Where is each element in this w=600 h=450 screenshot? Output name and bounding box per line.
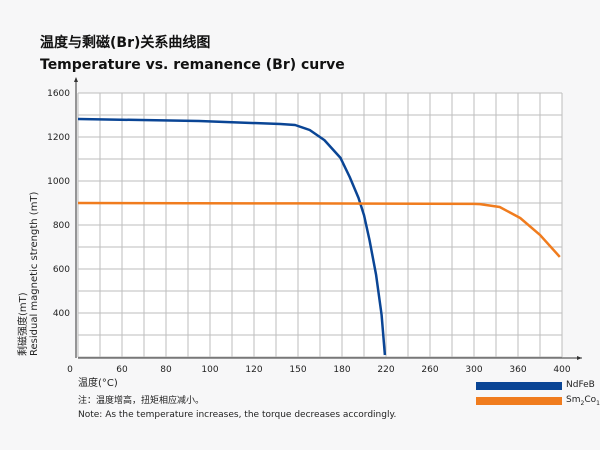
x-tick-label: 60 xyxy=(116,365,128,375)
y-axis-arrow xyxy=(74,77,78,82)
x-axis-arrow xyxy=(577,356,582,360)
legend-text: Co xyxy=(584,395,597,405)
x-tick-label: 150 xyxy=(289,365,306,375)
y-tick-label: 400 xyxy=(53,309,70,319)
x-tick-label: 300 xyxy=(465,365,482,375)
x-tick-label: 120 xyxy=(245,365,262,375)
x-tick-label: 0 xyxy=(67,365,73,375)
series-line-sm2co17 xyxy=(77,201,561,258)
chart-subtitle: Temperature vs. remanence (Br) curve xyxy=(40,57,345,73)
y-axis-label-cn: 剩磁强度(mT) xyxy=(18,292,29,356)
y-tick-label: 1600 xyxy=(47,89,70,99)
x-tick-label: 100 xyxy=(201,365,218,375)
legend-label-ndfeb: NdFeB xyxy=(566,380,595,390)
x-tick-label: 360 xyxy=(509,365,526,375)
legend-text: Sm xyxy=(566,395,581,405)
note-en: Note: As the temperature increases, the … xyxy=(78,410,397,420)
chart-title: 温度与剩磁(Br)关系曲线图 xyxy=(40,35,211,51)
x-tick-label: 220 xyxy=(377,365,394,375)
x-tick-label: 80 xyxy=(160,365,172,375)
x-tick-label: 260 xyxy=(421,365,438,375)
y-tick-label: 800 xyxy=(53,221,70,231)
x-axis-label: 温度(°C) xyxy=(78,378,118,389)
legend-sub: 2 xyxy=(580,399,585,407)
y-axis-label-en: Residual magnetic strength (mT) xyxy=(29,191,40,356)
x-tick-label: 180 xyxy=(333,365,350,375)
legend-swatch-smco xyxy=(476,397,562,405)
legend-swatch-ndfeb xyxy=(476,382,562,390)
y-axis-label: 剩磁强度(mT) Residual magnetic strength (mT) xyxy=(18,192,40,356)
series-line-ndfeb xyxy=(77,117,387,356)
legend-sub: 17 xyxy=(596,399,600,407)
x-tick-label: 400 xyxy=(553,365,570,375)
y-tick-label: 1000 xyxy=(47,177,70,187)
legend-label-smco: Sm2Co17 xyxy=(566,395,600,406)
y-tick-label: 600 xyxy=(53,265,70,275)
y-tick-label: 1200 xyxy=(47,133,70,143)
note-cn: 注：温度增高，扭矩相应减小。 xyxy=(78,396,205,406)
